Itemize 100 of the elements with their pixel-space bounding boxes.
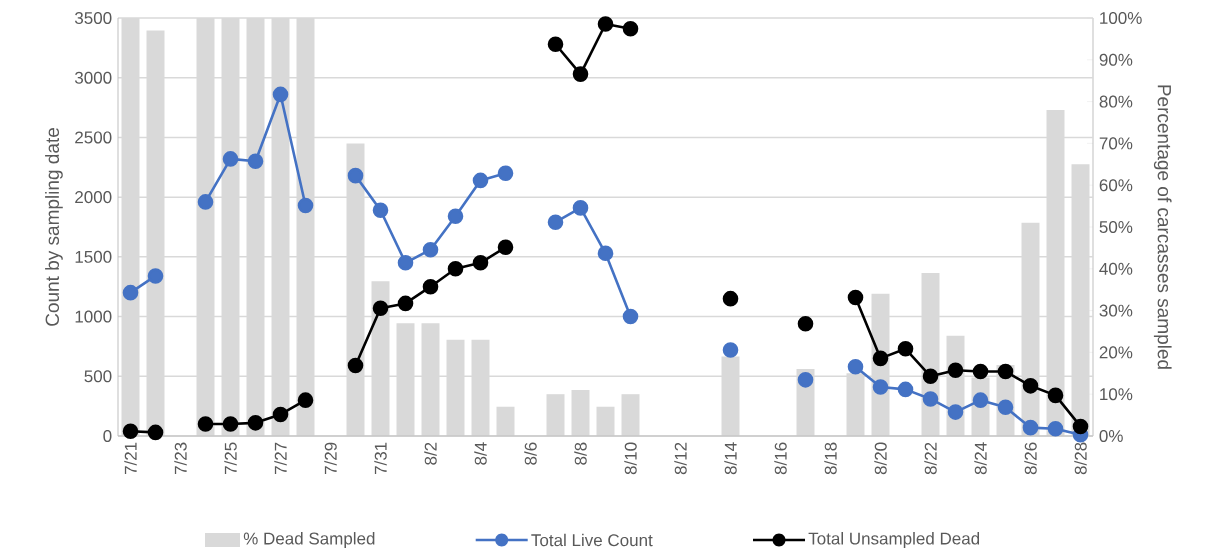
bar: [496, 406, 515, 436]
point: [872, 350, 889, 367]
point: [197, 416, 214, 432]
bar: [621, 394, 640, 436]
point: [497, 239, 514, 256]
point: [1072, 418, 1089, 435]
point: [422, 278, 439, 295]
point: [1022, 419, 1039, 436]
y2-tick-label: 20%: [1099, 346, 1133, 359]
y2-tick-label: 100%: [1100, 11, 1142, 25]
point: [572, 200, 589, 216]
y-tick-label: 3500: [74, 11, 112, 25]
point: [497, 165, 514, 182]
point: [1047, 387, 1064, 404]
x-tick-label: 8/10: [624, 442, 637, 475]
y2-tick-label: 10%: [1100, 388, 1133, 401]
point: [997, 399, 1014, 416]
y2-tick-label: 90%: [1099, 53, 1133, 66]
point: [272, 86, 289, 103]
point: [622, 20, 639, 37]
point: [797, 315, 814, 332]
point: [947, 404, 964, 420]
y-tick-label: 1000: [75, 310, 112, 323]
point: [947, 362, 964, 379]
y2-tick-label: 50%: [1099, 220, 1133, 234]
x-tick-label: 8/4: [474, 442, 487, 465]
x-tick-label: 7/29: [324, 442, 337, 475]
point: [722, 290, 739, 307]
legend-label: Total Live Count: [531, 533, 653, 547]
y2-tick-label: 60%: [1099, 179, 1133, 192]
x-tick-label: 8/14: [724, 442, 737, 475]
x-tick-label: 8/24: [974, 442, 987, 475]
point: [547, 36, 564, 53]
point: [997, 363, 1014, 380]
x-tick-label: 8/16: [774, 442, 787, 475]
point: [922, 368, 939, 385]
point: [797, 372, 814, 388]
point: [472, 172, 489, 189]
y-tick-label: 2000: [75, 191, 112, 204]
y-tick-label: 1500: [75, 250, 112, 263]
point: [347, 357, 364, 374]
legend-label: % Dead Sampled: [243, 532, 375, 548]
point: [397, 295, 414, 312]
point: [447, 208, 464, 225]
x-tick-label: 7/25: [224, 442, 237, 475]
point: [147, 268, 164, 284]
point: [897, 341, 914, 357]
x-tick-label: 8/2: [424, 442, 437, 465]
point: [397, 255, 414, 271]
point: [872, 379, 889, 395]
point: [247, 415, 264, 431]
y2-tick-label: 0%: [1099, 429, 1123, 443]
point: [347, 167, 364, 184]
x-tick-label: 8/20: [874, 442, 887, 475]
bar: [571, 390, 590, 436]
point: [922, 391, 939, 407]
x-tick-label: 8/6: [524, 442, 537, 465]
point: [572, 66, 589, 82]
x-tick-label: 8/12: [674, 442, 687, 475]
point: [147, 424, 164, 441]
x-tick-label: 8/22: [924, 442, 937, 475]
point: [447, 260, 464, 277]
point: [1047, 421, 1064, 437]
point: [422, 241, 439, 258]
point: [547, 214, 564, 231]
y-tick-label: 500: [84, 370, 112, 383]
point: [122, 284, 139, 301]
x-tick-label: 8/28: [1074, 442, 1087, 475]
point: [897, 381, 914, 398]
y2-tick-label: 80%: [1099, 95, 1133, 108]
point: [197, 194, 214, 210]
y2-tick-label: 30%: [1099, 304, 1133, 317]
point: [597, 16, 614, 32]
x-tick-label: 7/23: [174, 442, 187, 475]
point: [297, 392, 314, 408]
bar: [596, 406, 615, 436]
point: [972, 363, 989, 380]
point: [1022, 378, 1039, 394]
y-tick-label: 3000: [74, 71, 112, 84]
y-tick-label: 2500: [75, 131, 112, 144]
x-tick-label: 8/26: [1024, 442, 1037, 475]
point: [847, 289, 864, 306]
point: [222, 151, 239, 167]
point: [222, 416, 239, 432]
point: [372, 300, 389, 316]
point: [722, 342, 739, 358]
point: [597, 245, 614, 262]
point: [847, 358, 864, 375]
x-tick-label: 7/31: [374, 442, 387, 475]
x-tick-label: 8/8: [574, 442, 587, 465]
legend-label: Total Unsampled Dead: [808, 532, 980, 548]
x-tick-label: 7/21: [124, 442, 137, 475]
point: [472, 255, 489, 271]
point: [372, 202, 389, 219]
y-axis-title: Count by sampling date: [45, 128, 63, 326]
point: [297, 197, 314, 214]
y2-tick-label: 70%: [1099, 137, 1133, 150]
y2-axis-title: Percentage of carcasses sampled: [1153, 85, 1172, 369]
y-tick-label: 0: [103, 429, 112, 443]
x-tick-label: 8/18: [824, 442, 837, 475]
